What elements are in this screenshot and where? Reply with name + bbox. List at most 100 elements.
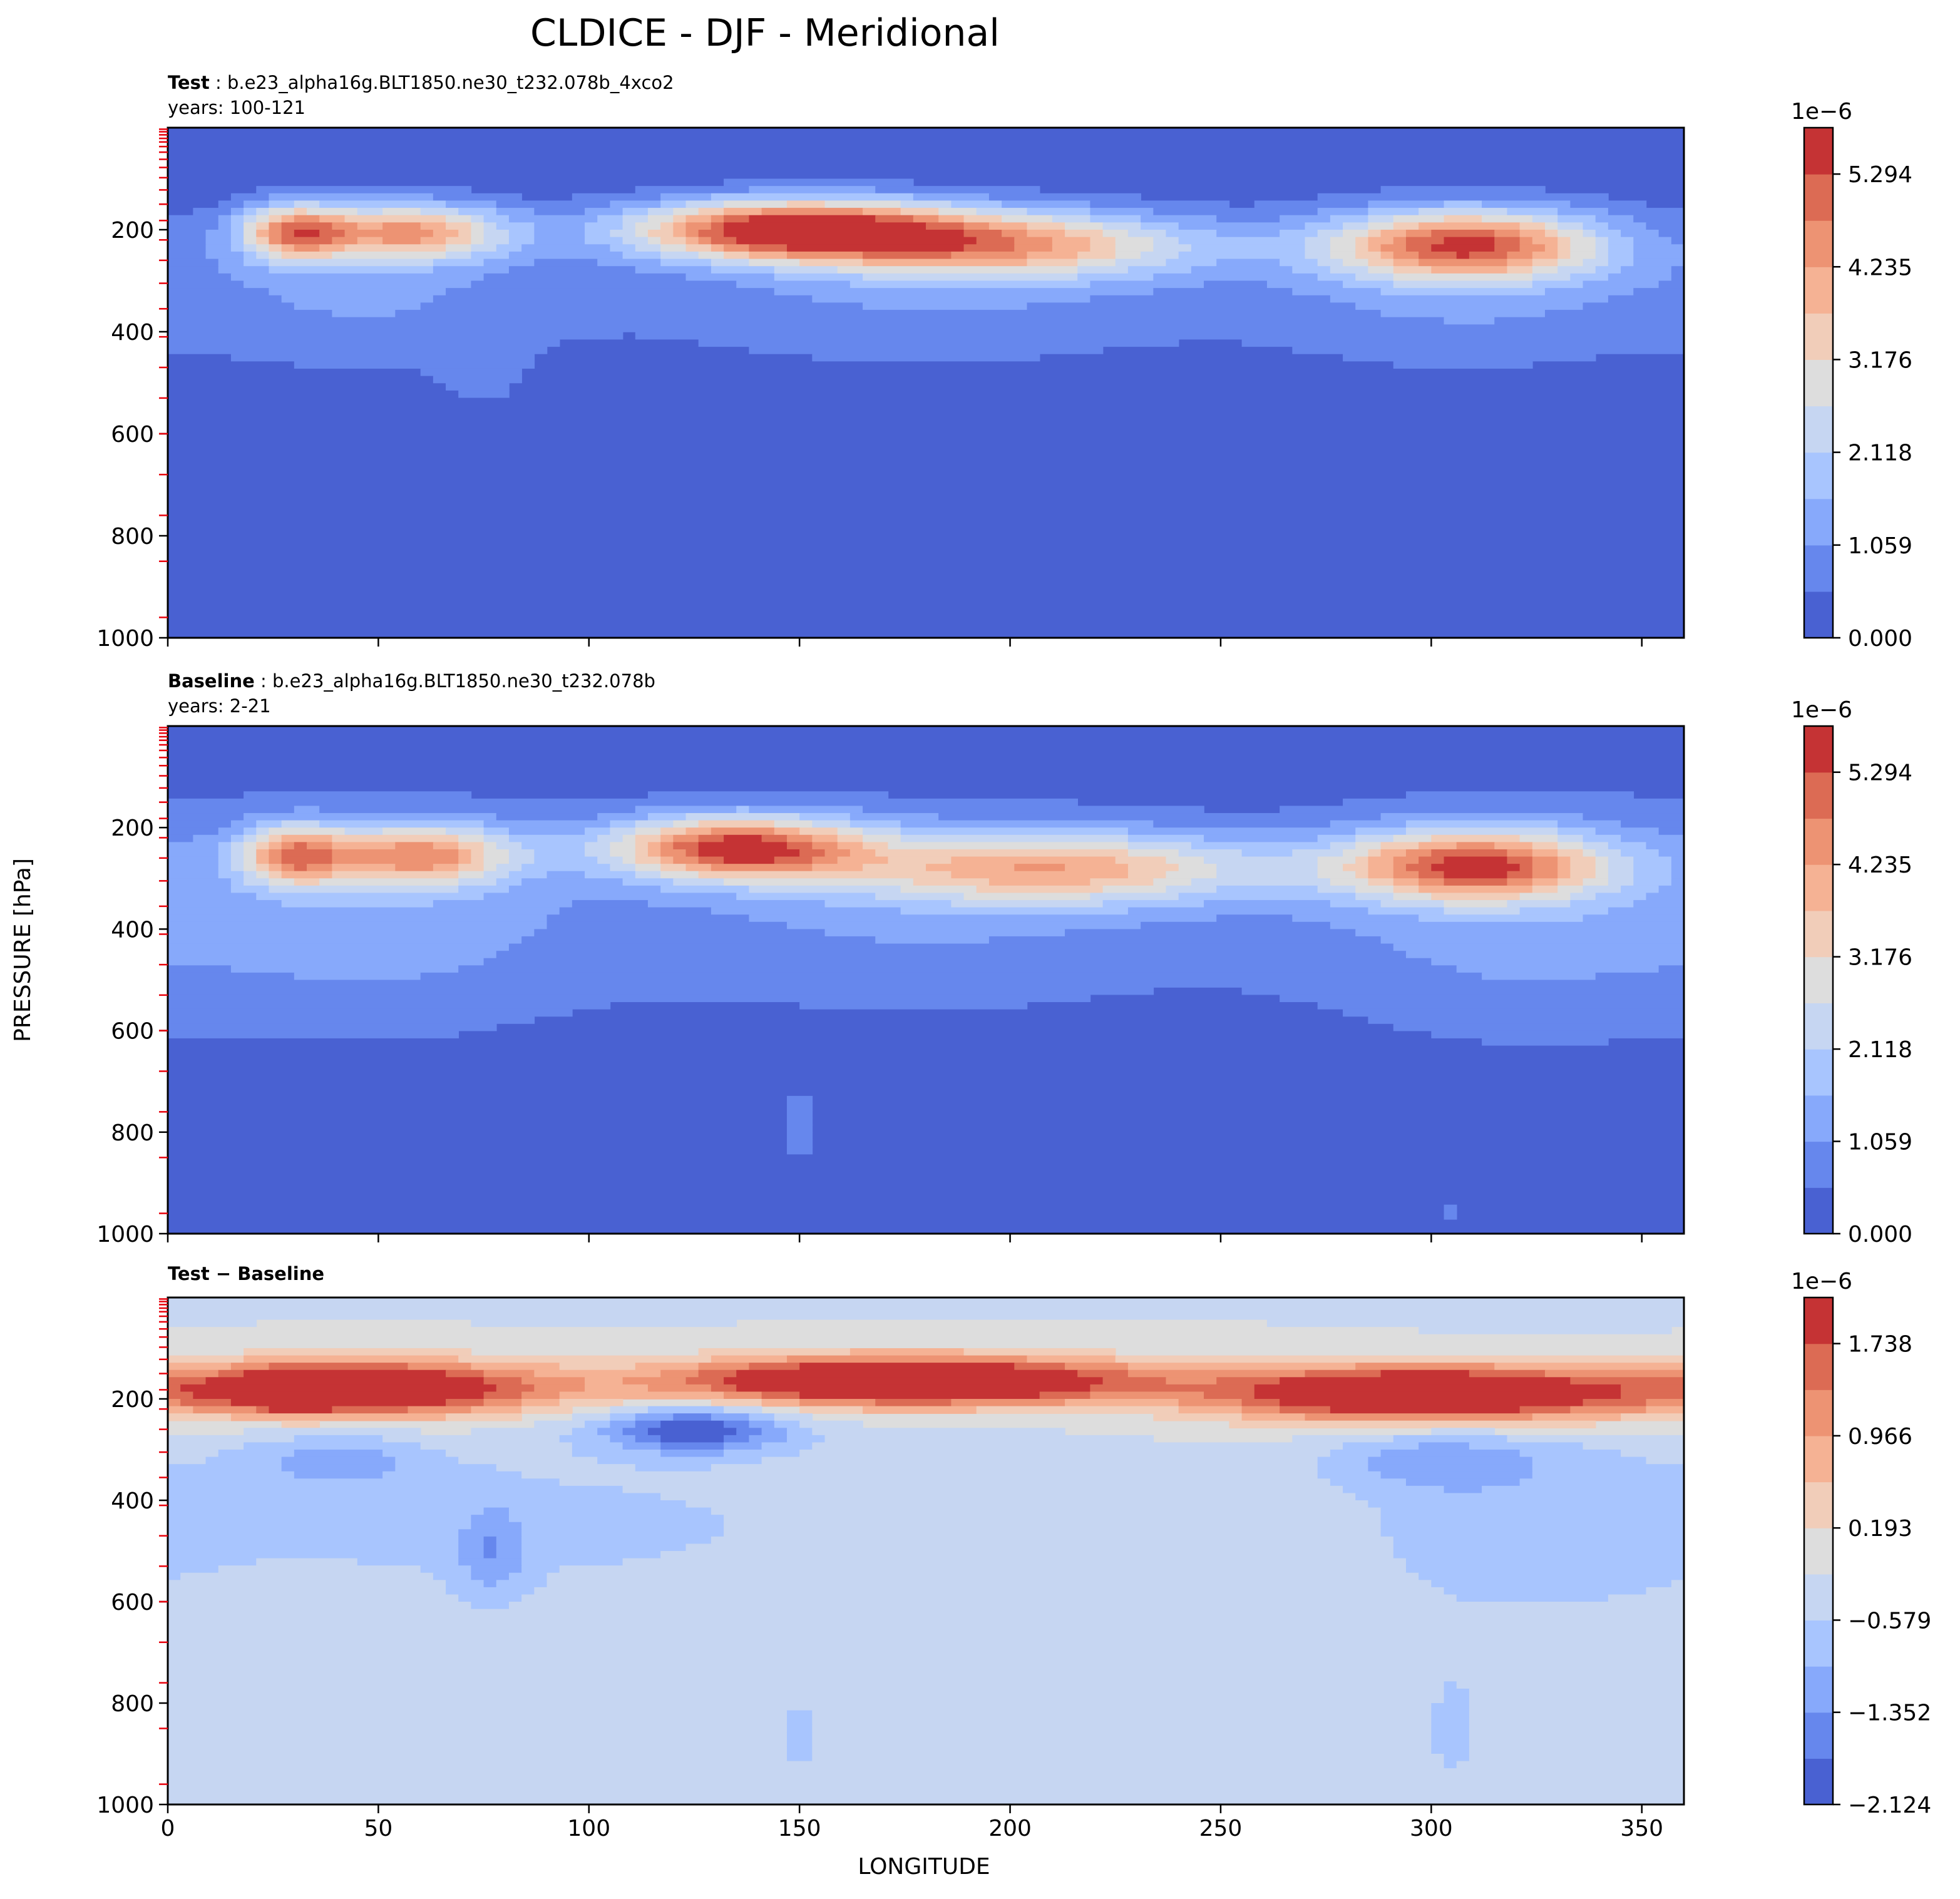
contour-cell (168, 1768, 1684, 1776)
contour-cell (168, 1377, 207, 1385)
contour-cell (256, 827, 270, 836)
contour-cell (496, 951, 1407, 959)
contour-cell (597, 834, 623, 843)
contour-cell (824, 849, 851, 857)
figure-title: CLDICE - DJF - Meridional (530, 11, 1000, 55)
contour-cell (660, 1493, 1357, 1501)
contour-cell (863, 251, 952, 260)
contour-cell (256, 244, 270, 252)
contour-cell (294, 244, 320, 252)
colorbar-level (1804, 359, 1833, 407)
contour-cell (799, 1406, 863, 1414)
plot-frame (167, 1296, 1685, 1806)
contour-cell (1393, 1543, 1684, 1552)
contour-cell (711, 864, 813, 872)
contour-cell (281, 244, 295, 252)
contour-cell (1494, 842, 1533, 850)
contour-cell (168, 1616, 1684, 1624)
contour-cell (1090, 1391, 1204, 1400)
contour-cell (711, 1413, 750, 1421)
contour-cell (685, 1543, 1394, 1552)
contour-cell (521, 1551, 661, 1559)
contour-cell (471, 1572, 510, 1581)
panel-title-bold: Test − Baseline (168, 1263, 324, 1284)
contour-cell (1090, 280, 1204, 289)
contour-cell (1002, 215, 1053, 223)
contour-cell (1393, 943, 1684, 951)
contour-cell (774, 820, 813, 828)
contour-cell (1343, 230, 1369, 238)
contour-cell (875, 1399, 952, 1407)
contour-cell (244, 1442, 421, 1450)
contour-cell (1216, 215, 1280, 223)
contour-cell (660, 237, 687, 245)
contour-cell (812, 1739, 1432, 1748)
colorbar-tick-label: 1.059 (1848, 1130, 1912, 1155)
contour-cell (1127, 1363, 1357, 1371)
contour-cell (761, 1391, 800, 1400)
contour-cell (256, 820, 282, 828)
contour-cell (622, 856, 636, 864)
contour-cell (1444, 1204, 1457, 1213)
contour-cell (1646, 222, 1684, 230)
contour-cell (660, 834, 674, 843)
contour-cell (1608, 1594, 1684, 1602)
contour-cell (168, 1001, 611, 1010)
contour-cell (875, 893, 965, 901)
contour-cell (1343, 1485, 1445, 1494)
contour-cell (786, 1125, 813, 1133)
contour-cell (168, 1391, 194, 1400)
contour-cell (1355, 273, 1394, 282)
contour-cell (1330, 251, 1357, 260)
contour-cell (1090, 215, 1141, 223)
contour-cell (1494, 244, 1521, 252)
contour-cell (1557, 827, 1596, 836)
contour-cell (1469, 1717, 1684, 1726)
y-tick-label: 800 (111, 1120, 154, 1146)
contour-cell (1241, 1406, 1280, 1414)
contour-cell (1292, 288, 1382, 296)
contour-cell (673, 842, 699, 850)
colorbar-tick-label: 0.000 (1848, 1222, 1912, 1247)
contour-cell (546, 921, 788, 930)
contour-cell (1115, 237, 1154, 245)
contour-cell (1355, 834, 1394, 843)
contour-cell (1633, 878, 1672, 886)
contour-cell (483, 1580, 497, 1588)
contour-cell (749, 1435, 788, 1443)
contour-cell (1583, 222, 1609, 230)
contour-cell (458, 1355, 712, 1363)
contour-cell (521, 936, 876, 944)
contour-cell (1583, 885, 1621, 894)
contour-cell (344, 244, 446, 252)
contour-cell (230, 965, 459, 973)
contour-cell (168, 1522, 472, 1530)
contour-cell (1532, 1464, 1684, 1472)
contour-cell (1405, 1565, 1684, 1574)
contour-cell (1469, 1724, 1684, 1733)
contour-cell (1178, 849, 1243, 857)
contour-cell (307, 842, 333, 850)
contour-cell (597, 813, 649, 821)
contour-cell (635, 871, 661, 879)
contour-cell (1608, 842, 1647, 850)
contour-cell (1065, 230, 1104, 238)
contour-cell (849, 1348, 965, 1356)
y-tick-label: 400 (111, 917, 154, 943)
contour-cell (685, 215, 712, 223)
x-tick-label: 0 (161, 1816, 175, 1841)
contour-cell (786, 200, 826, 208)
contour-cell (433, 258, 485, 267)
panel-title-bold: Test (168, 72, 210, 93)
contour-cell (471, 849, 485, 857)
contour-cell (471, 237, 485, 245)
contour-cell (168, 1572, 181, 1581)
contour-cell (812, 1717, 1432, 1726)
contour-cell (1444, 317, 1496, 325)
contour-cell (1633, 215, 1684, 223)
contour-cell (244, 864, 257, 872)
contour-cell (205, 251, 244, 260)
contour-cell (307, 864, 333, 872)
colorbar-level (1804, 818, 1833, 865)
contour-cell (749, 806, 863, 814)
